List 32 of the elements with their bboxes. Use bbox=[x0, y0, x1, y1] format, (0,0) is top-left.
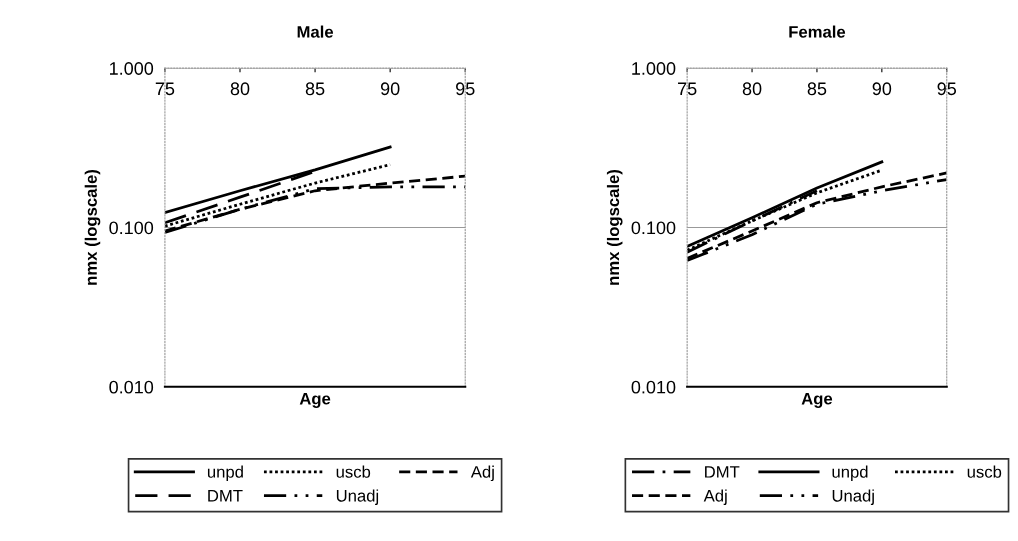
legend-label: Unadj bbox=[832, 489, 874, 505]
legend-label: Adj bbox=[470, 465, 494, 482]
x-tick-label: 75 bbox=[155, 82, 175, 96]
legend-label: uscb bbox=[967, 465, 1002, 478]
legend-label: uscb bbox=[336, 465, 371, 478]
x-axis-title: Age bbox=[801, 392, 833, 408]
legend-label: Adj bbox=[703, 489, 727, 505]
x-tick-label: 90 bbox=[872, 82, 892, 96]
x-tick-label: 95 bbox=[456, 82, 475, 96]
y-tick-label: 0.010 bbox=[631, 380, 676, 394]
legend-label: unpd bbox=[832, 465, 868, 482]
x-tick-label: 95 bbox=[937, 82, 957, 96]
y-tick-label: 0.100 bbox=[109, 221, 154, 235]
x-tick-label: 85 bbox=[807, 82, 827, 96]
x-tick-label: 80 bbox=[742, 82, 762, 96]
y-axis-title: nmx (logscale) bbox=[606, 169, 623, 285]
x-tick-label: 80 bbox=[230, 82, 250, 96]
y-axis-title: nmx (logscale) bbox=[84, 169, 101, 285]
legend-label: Unadj bbox=[336, 489, 379, 505]
legend-label: unpd bbox=[207, 465, 243, 482]
y-tick-label: 0.100 bbox=[631, 221, 676, 235]
legend-label: DMT bbox=[705, 466, 740, 478]
y-tick-label: 1.000 bbox=[632, 62, 676, 75]
x-tick-label: 90 bbox=[380, 82, 400, 96]
y-tick-label: 0.010 bbox=[109, 380, 154, 394]
x-tick-label: 85 bbox=[305, 82, 325, 96]
chart-title: Female bbox=[789, 25, 846, 38]
chart-title: Male bbox=[297, 25, 334, 38]
y-tick-label: 1.000 bbox=[110, 62, 154, 75]
x-axis-title: Age bbox=[299, 392, 331, 408]
x-tick-label: 75 bbox=[678, 82, 697, 96]
legend-label: DMT bbox=[208, 490, 243, 502]
